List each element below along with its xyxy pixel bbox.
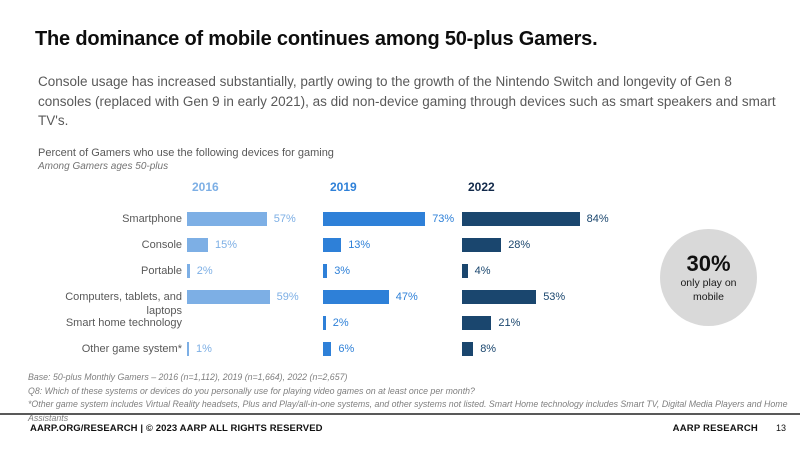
bar-value-2016: 15% xyxy=(215,239,238,251)
footer-left: AARP.ORG/RESEARCH | © 2023 AARP ALL RIGH… xyxy=(30,423,323,434)
bar-2016 xyxy=(187,342,189,356)
chart-heading-line1: Percent of Gamers who use the following … xyxy=(38,147,334,159)
annotation-value: 30% xyxy=(686,250,731,276)
footnote-line: Base: 50-plus Monthly Gamers – 2016 (n=1… xyxy=(28,372,348,382)
footer-brand: AARP RESEARCH xyxy=(672,423,758,434)
footer-copyright: | © 2023 AARP ALL RIGHTS RESERVED xyxy=(137,423,323,434)
bar-2019 xyxy=(323,264,328,278)
footer-right: AARP RESEARCH 13 xyxy=(673,423,786,434)
bar-2022 xyxy=(462,212,580,226)
footer-divider xyxy=(0,413,800,415)
bar-value-2016: 1% xyxy=(196,343,212,355)
bar-value-2019: 73% xyxy=(432,213,455,225)
bar-value-2019: 47% xyxy=(395,291,418,303)
chart-heading: Percent of Gamers who use the following … xyxy=(38,146,334,173)
bar-value-2019: 13% xyxy=(348,239,371,251)
bar-2022 xyxy=(462,290,537,304)
category-label: Computers, tablets, and laptops xyxy=(65,291,182,317)
bar-value-2019: 6% xyxy=(338,343,355,355)
bar-2016 xyxy=(187,264,190,278)
bar-2016 xyxy=(187,290,270,304)
footer-site: AARP.ORG/RESEARCH xyxy=(30,423,138,434)
chart-heading-line2: Among Gamers ages 50-plus xyxy=(38,161,169,173)
category-label: Console xyxy=(141,239,182,251)
year-header-2016: 2016 xyxy=(192,180,219,194)
bar-value-2019: 2% xyxy=(332,317,349,329)
bar-2016 xyxy=(187,212,267,226)
annotation-circle: 30% only play on mobile xyxy=(660,229,757,326)
year-header-2022: 2022 xyxy=(468,180,495,194)
bar-2022 xyxy=(462,316,492,330)
bar-value-2019: 3% xyxy=(334,265,351,277)
annotation-label: only play on mobile xyxy=(680,276,737,303)
bar-value-2022: 4% xyxy=(474,265,491,277)
category-label: Other game system* xyxy=(81,343,182,355)
footnote-line: *Other game system includes Virtual Real… xyxy=(28,399,788,423)
footnote-line: Q8: Which of these systems or devices do… xyxy=(28,385,475,396)
category-label: Smartphone xyxy=(122,213,182,225)
bar-2022 xyxy=(462,264,468,278)
bar-value-2022: 8% xyxy=(480,343,497,355)
bar-value-2016: 59% xyxy=(276,291,299,303)
bar-2016 xyxy=(187,238,208,252)
bar-value-2016: 2% xyxy=(196,265,213,277)
intro-paragraph: Console usage has increased substantiall… xyxy=(38,74,776,129)
year-header-2019: 2019 xyxy=(330,180,357,194)
category-label: Portable xyxy=(141,265,182,277)
bar-2019 xyxy=(323,212,426,226)
bar-2019 xyxy=(323,238,342,252)
bar-chart: 2016 2019 2022 Smartphone 57% 73% 84% Console 15… xyxy=(30,180,650,372)
bar-value-2022: 84% xyxy=(586,213,609,225)
bar-2019 xyxy=(323,290,389,304)
bar-2022 xyxy=(462,238,502,252)
footnotes: Base: 50-plus Monthly Gamers – 2016 (n=1… xyxy=(28,371,790,425)
bar-value-2016: 57% xyxy=(273,213,296,225)
bar-2022 xyxy=(462,342,474,356)
page-number: 13 xyxy=(775,423,786,433)
bar-value-2022: 21% xyxy=(498,317,521,329)
category-label: Smart home technology xyxy=(65,317,182,329)
slide-title: The dominance of mobile continues among … xyxy=(35,28,598,50)
bar-value-2022: 28% xyxy=(508,239,531,251)
bar-2019 xyxy=(323,316,326,330)
bar-2019 xyxy=(323,342,332,356)
bar-value-2022: 53% xyxy=(543,291,566,303)
